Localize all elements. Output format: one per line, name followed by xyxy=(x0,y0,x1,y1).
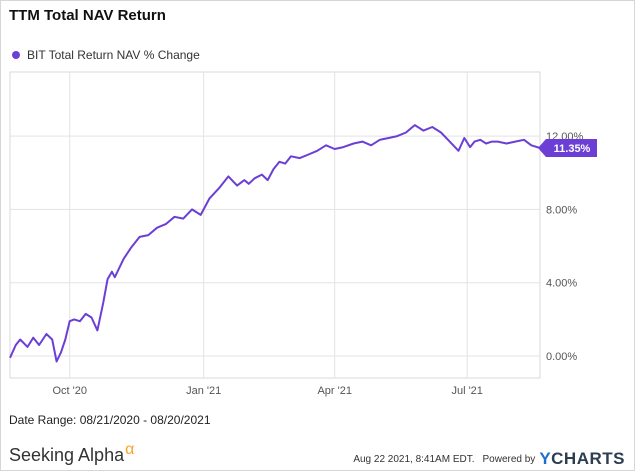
legend-dot-icon xyxy=(12,51,20,59)
y-tick-label: 4.00% xyxy=(546,278,577,290)
seeking-alpha-logo[interactable]: Seeking Alphaα xyxy=(9,441,134,466)
alpha-icon: α xyxy=(125,441,135,458)
x-tick-label: Apr '21 xyxy=(317,385,352,397)
last-value-label: 11.35% xyxy=(554,143,591,155)
last-value-badge xyxy=(538,139,597,158)
x-tick-label: Oct '20 xyxy=(52,385,87,397)
date-range: Date Range: 08/21/2020 - 08/20/2021 xyxy=(9,413,211,427)
plot-border xyxy=(9,71,541,379)
timestamp: Aug 22 2021, 8:41AM EDT. xyxy=(353,453,475,465)
legend[interactable]: BIT Total Return NAV % Change xyxy=(12,48,200,62)
last-value-badge-group: 11.35% xyxy=(538,139,597,158)
gridlines xyxy=(9,71,541,379)
legend-label: BIT Total Return NAV % Change xyxy=(27,48,200,62)
series-group xyxy=(9,124,541,363)
ycharts-y-icon: Y xyxy=(539,449,552,468)
ycharts-text: CHARTS xyxy=(551,449,625,468)
brand-name: Seeking Alpha xyxy=(9,445,125,465)
y-axis-ticks: 0.00%4.00%8.00%12.00% xyxy=(546,131,584,363)
x-axis-ticks: Oct '20 Jan '21 Apr '21 Jul '21 xyxy=(52,385,482,397)
chart-title: TTM Total NAV Return xyxy=(9,7,166,24)
y-tick-label: 0.00% xyxy=(546,351,577,363)
ycharts-logo[interactable]: YCHARTS xyxy=(539,449,625,469)
x-tick-label: Jul '21 xyxy=(451,385,482,397)
x-tick-label: Jan '21 xyxy=(186,385,221,397)
footer-credits: Aug 22 2021, 8:41AM EDT. Powered by YCHA… xyxy=(353,449,625,469)
series-line xyxy=(9,124,541,363)
powered-by-label: Powered by xyxy=(482,453,536,465)
y-tick-label: 8.00% xyxy=(546,204,577,216)
